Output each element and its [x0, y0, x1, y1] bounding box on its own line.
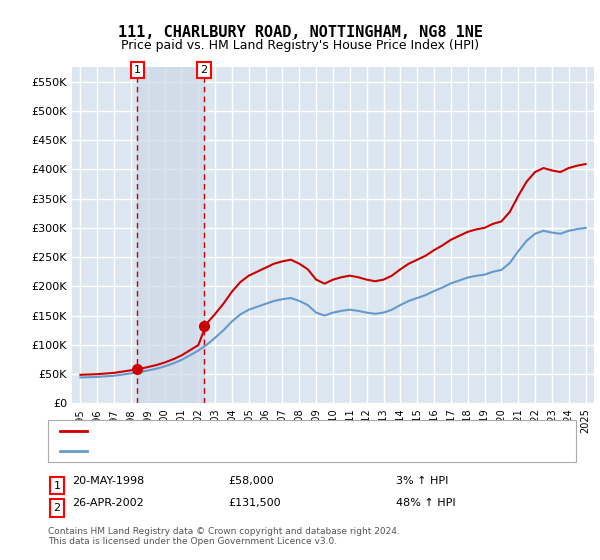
Text: 111, CHARLBURY ROAD, NOTTINGHAM, NG8 1NE: 111, CHARLBURY ROAD, NOTTINGHAM, NG8 1NE: [118, 25, 482, 40]
Text: £58,000: £58,000: [228, 476, 274, 486]
Bar: [137, 67, 203, 403]
Text: 111, CHARLBURY ROAD, NOTTINGHAM, NG8 1NE (detached house): 111, CHARLBURY ROAD, NOTTINGHAM, NG8 1NE…: [93, 426, 442, 436]
Text: 2: 2: [53, 503, 61, 513]
Text: 1: 1: [134, 65, 141, 75]
Text: £131,500: £131,500: [228, 498, 281, 508]
Text: 48% ↑ HPI: 48% ↑ HPI: [396, 498, 455, 508]
Text: 1: 1: [53, 480, 61, 491]
Text: 3% ↑ HPI: 3% ↑ HPI: [396, 476, 448, 486]
Text: 20-MAY-1998: 20-MAY-1998: [72, 476, 144, 486]
Text: HPI: Average price, detached house, City of Nottingham: HPI: Average price, detached house, City…: [93, 446, 385, 456]
Text: 2: 2: [200, 65, 207, 75]
Text: Contains HM Land Registry data © Crown copyright and database right 2024.
This d: Contains HM Land Registry data © Crown c…: [48, 526, 400, 546]
Text: Price paid vs. HM Land Registry's House Price Index (HPI): Price paid vs. HM Land Registry's House …: [121, 39, 479, 52]
Text: 26-APR-2002: 26-APR-2002: [72, 498, 144, 508]
